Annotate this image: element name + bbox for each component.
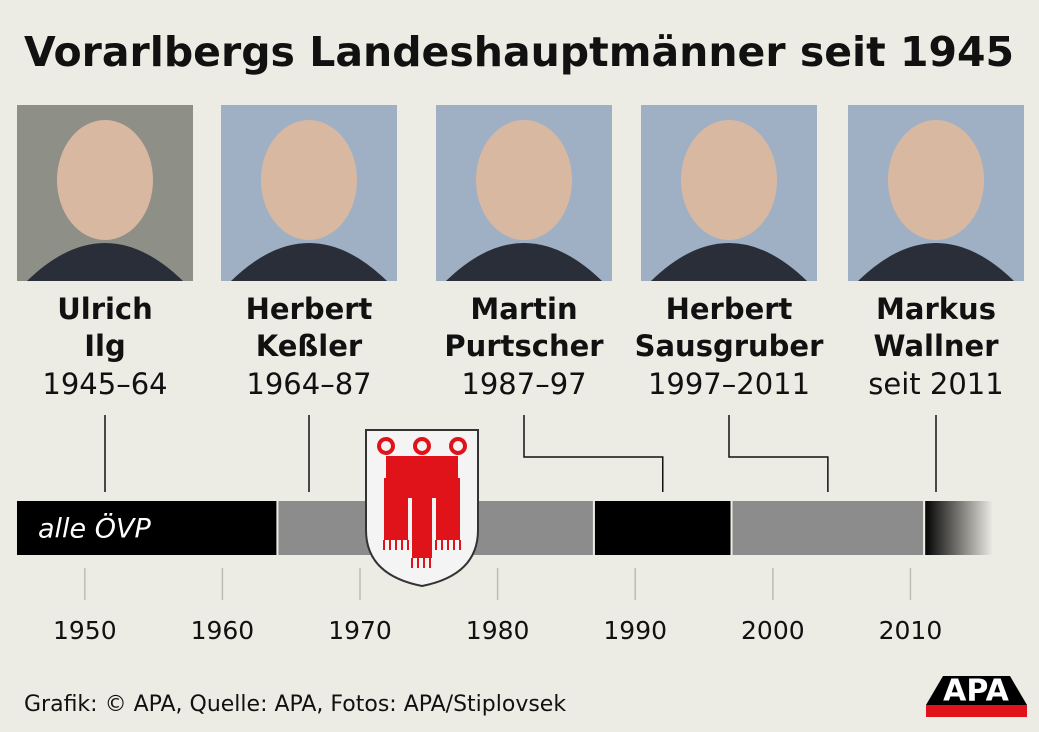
- x-tick-label: 2000: [741, 616, 805, 645]
- apa-logo: APA: [926, 674, 1027, 717]
- band-label: alle ÖVP: [38, 513, 151, 545]
- portrait-body: [858, 243, 1014, 281]
- term: seit 2011: [868, 367, 1003, 401]
- portrait-head: [261, 120, 357, 240]
- portrait-body: [27, 243, 183, 281]
- x-tick-label: 1960: [191, 616, 255, 645]
- photos: UlrichIlg1945–64HerbertKeßler1964–87Mart…: [17, 105, 1024, 492]
- term: 1997–2011: [648, 367, 810, 401]
- x-tick-label: 1990: [603, 616, 667, 645]
- name-first: Herbert: [666, 292, 793, 326]
- term: 1964–87: [246, 367, 371, 401]
- name-first: Herbert: [246, 292, 373, 326]
- period-bar: [923, 499, 995, 557]
- period-bar: [15, 499, 279, 557]
- period-bar: [730, 499, 926, 557]
- connector: [728, 415, 829, 492]
- name-last: Keßler: [256, 329, 363, 363]
- name-last: Ilg: [84, 329, 126, 363]
- name-last: Purtscher: [444, 329, 604, 363]
- coat-of-arms: [365, 429, 479, 588]
- period-bar: [592, 499, 733, 557]
- portrait-head: [888, 120, 984, 240]
- timeline: 1950 1960 1970 1980 1990 2000 2010 alle ÖVP: [15, 499, 995, 645]
- portrait-body: [651, 243, 807, 281]
- portrait-head: [476, 120, 572, 240]
- name-last: Sausgruber: [635, 329, 824, 363]
- x-tick-label: 1980: [466, 616, 530, 645]
- name-first: Martin: [470, 292, 577, 326]
- term: 1945–64: [42, 367, 167, 401]
- portrait-head: [57, 120, 153, 240]
- term: 1987–97: [461, 367, 586, 401]
- x-tick-label: 1950: [53, 616, 117, 645]
- portrait-head: [681, 120, 777, 240]
- connector: [523, 415, 664, 492]
- logo: APA: [943, 674, 1009, 709]
- source: Grafik: © APA, Quelle: APA, Fotos: APA/S…: [24, 692, 566, 717]
- name-last: Wallner: [873, 329, 999, 363]
- x-tick-label: 2010: [879, 616, 943, 645]
- chart-title: Vorarlbergs Landeshauptmänner seit 1945: [24, 28, 1014, 76]
- x-tick-label: 1970: [328, 616, 392, 645]
- name-first: Ulrich: [57, 292, 153, 326]
- portrait-body: [446, 243, 602, 281]
- portrait-body: [231, 243, 387, 281]
- name-first: Markus: [876, 292, 996, 326]
